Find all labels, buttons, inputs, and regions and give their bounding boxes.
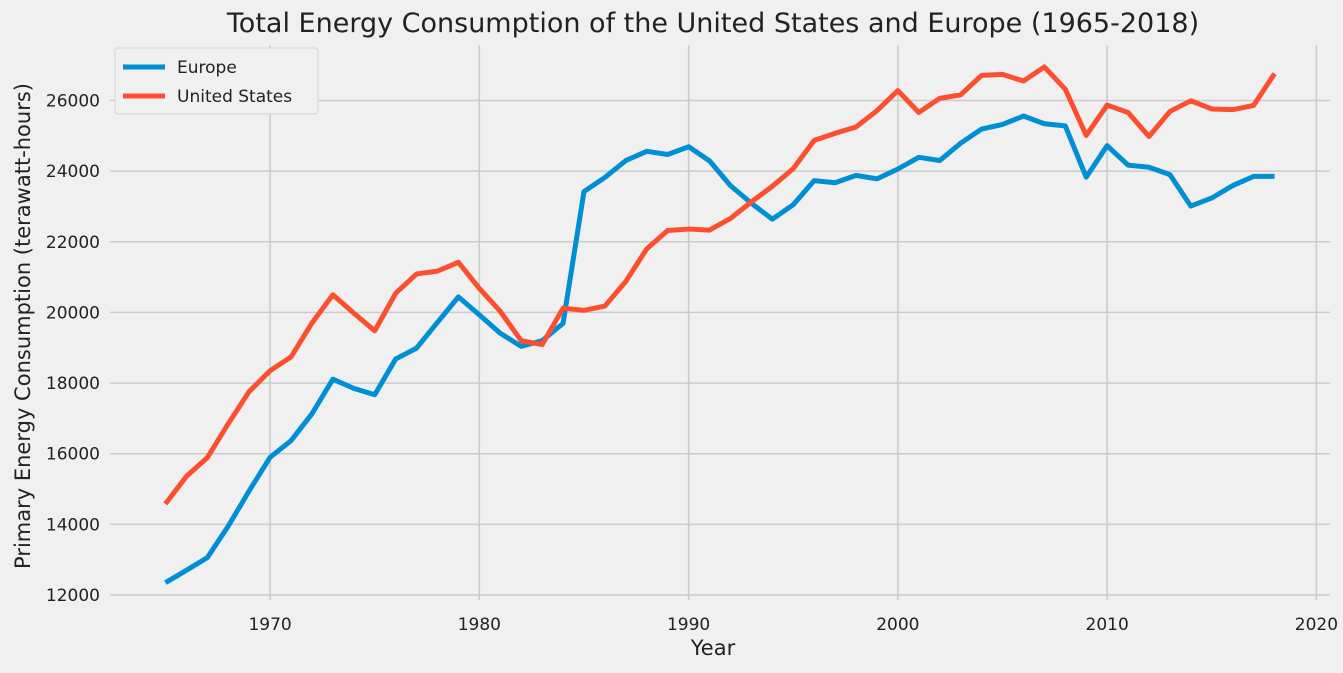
x-tick-label: 1970 [248, 615, 291, 635]
x-tick-label: 2000 [876, 615, 919, 635]
series-lines [163, 64, 1277, 585]
y-tick-label: 16000 [46, 445, 100, 465]
y-tick-label: 20000 [46, 303, 100, 323]
legend-box [114, 47, 319, 115]
chart-title: Total Energy Consumption of the United S… [226, 8, 1199, 39]
x-tick-label: 1990 [667, 615, 710, 635]
grid [110, 45, 1330, 600]
x-tick-label: 2020 [1295, 615, 1338, 635]
y-tick-label: 22000 [46, 233, 100, 253]
legend: Europe United States [114, 47, 319, 115]
legend-label-europe: Europe [177, 58, 237, 78]
legend-label-united-states: United States [177, 87, 292, 107]
y-tick-label: 24000 [46, 162, 100, 182]
axes: 1970 1980 1990 2000 2010 2020 12000 14000 16000 1… [46, 91, 1338, 635]
y-tick-label: 18000 [46, 374, 100, 394]
y-tick-label: 14000 [46, 515, 100, 535]
y-axis-label: Primary Energy Consumption (terawatt-hou… [11, 83, 35, 569]
x-tick-label: 1980 [458, 615, 501, 635]
y-tick-label: 26000 [46, 91, 100, 111]
series-line-europe [164, 113, 1275, 585]
x-tick-label: 2010 [1086, 615, 1129, 635]
series-line-united-states [163, 64, 1277, 506]
y-tick-label: 12000 [46, 586, 100, 606]
x-axis-label: Year [690, 636, 736, 660]
